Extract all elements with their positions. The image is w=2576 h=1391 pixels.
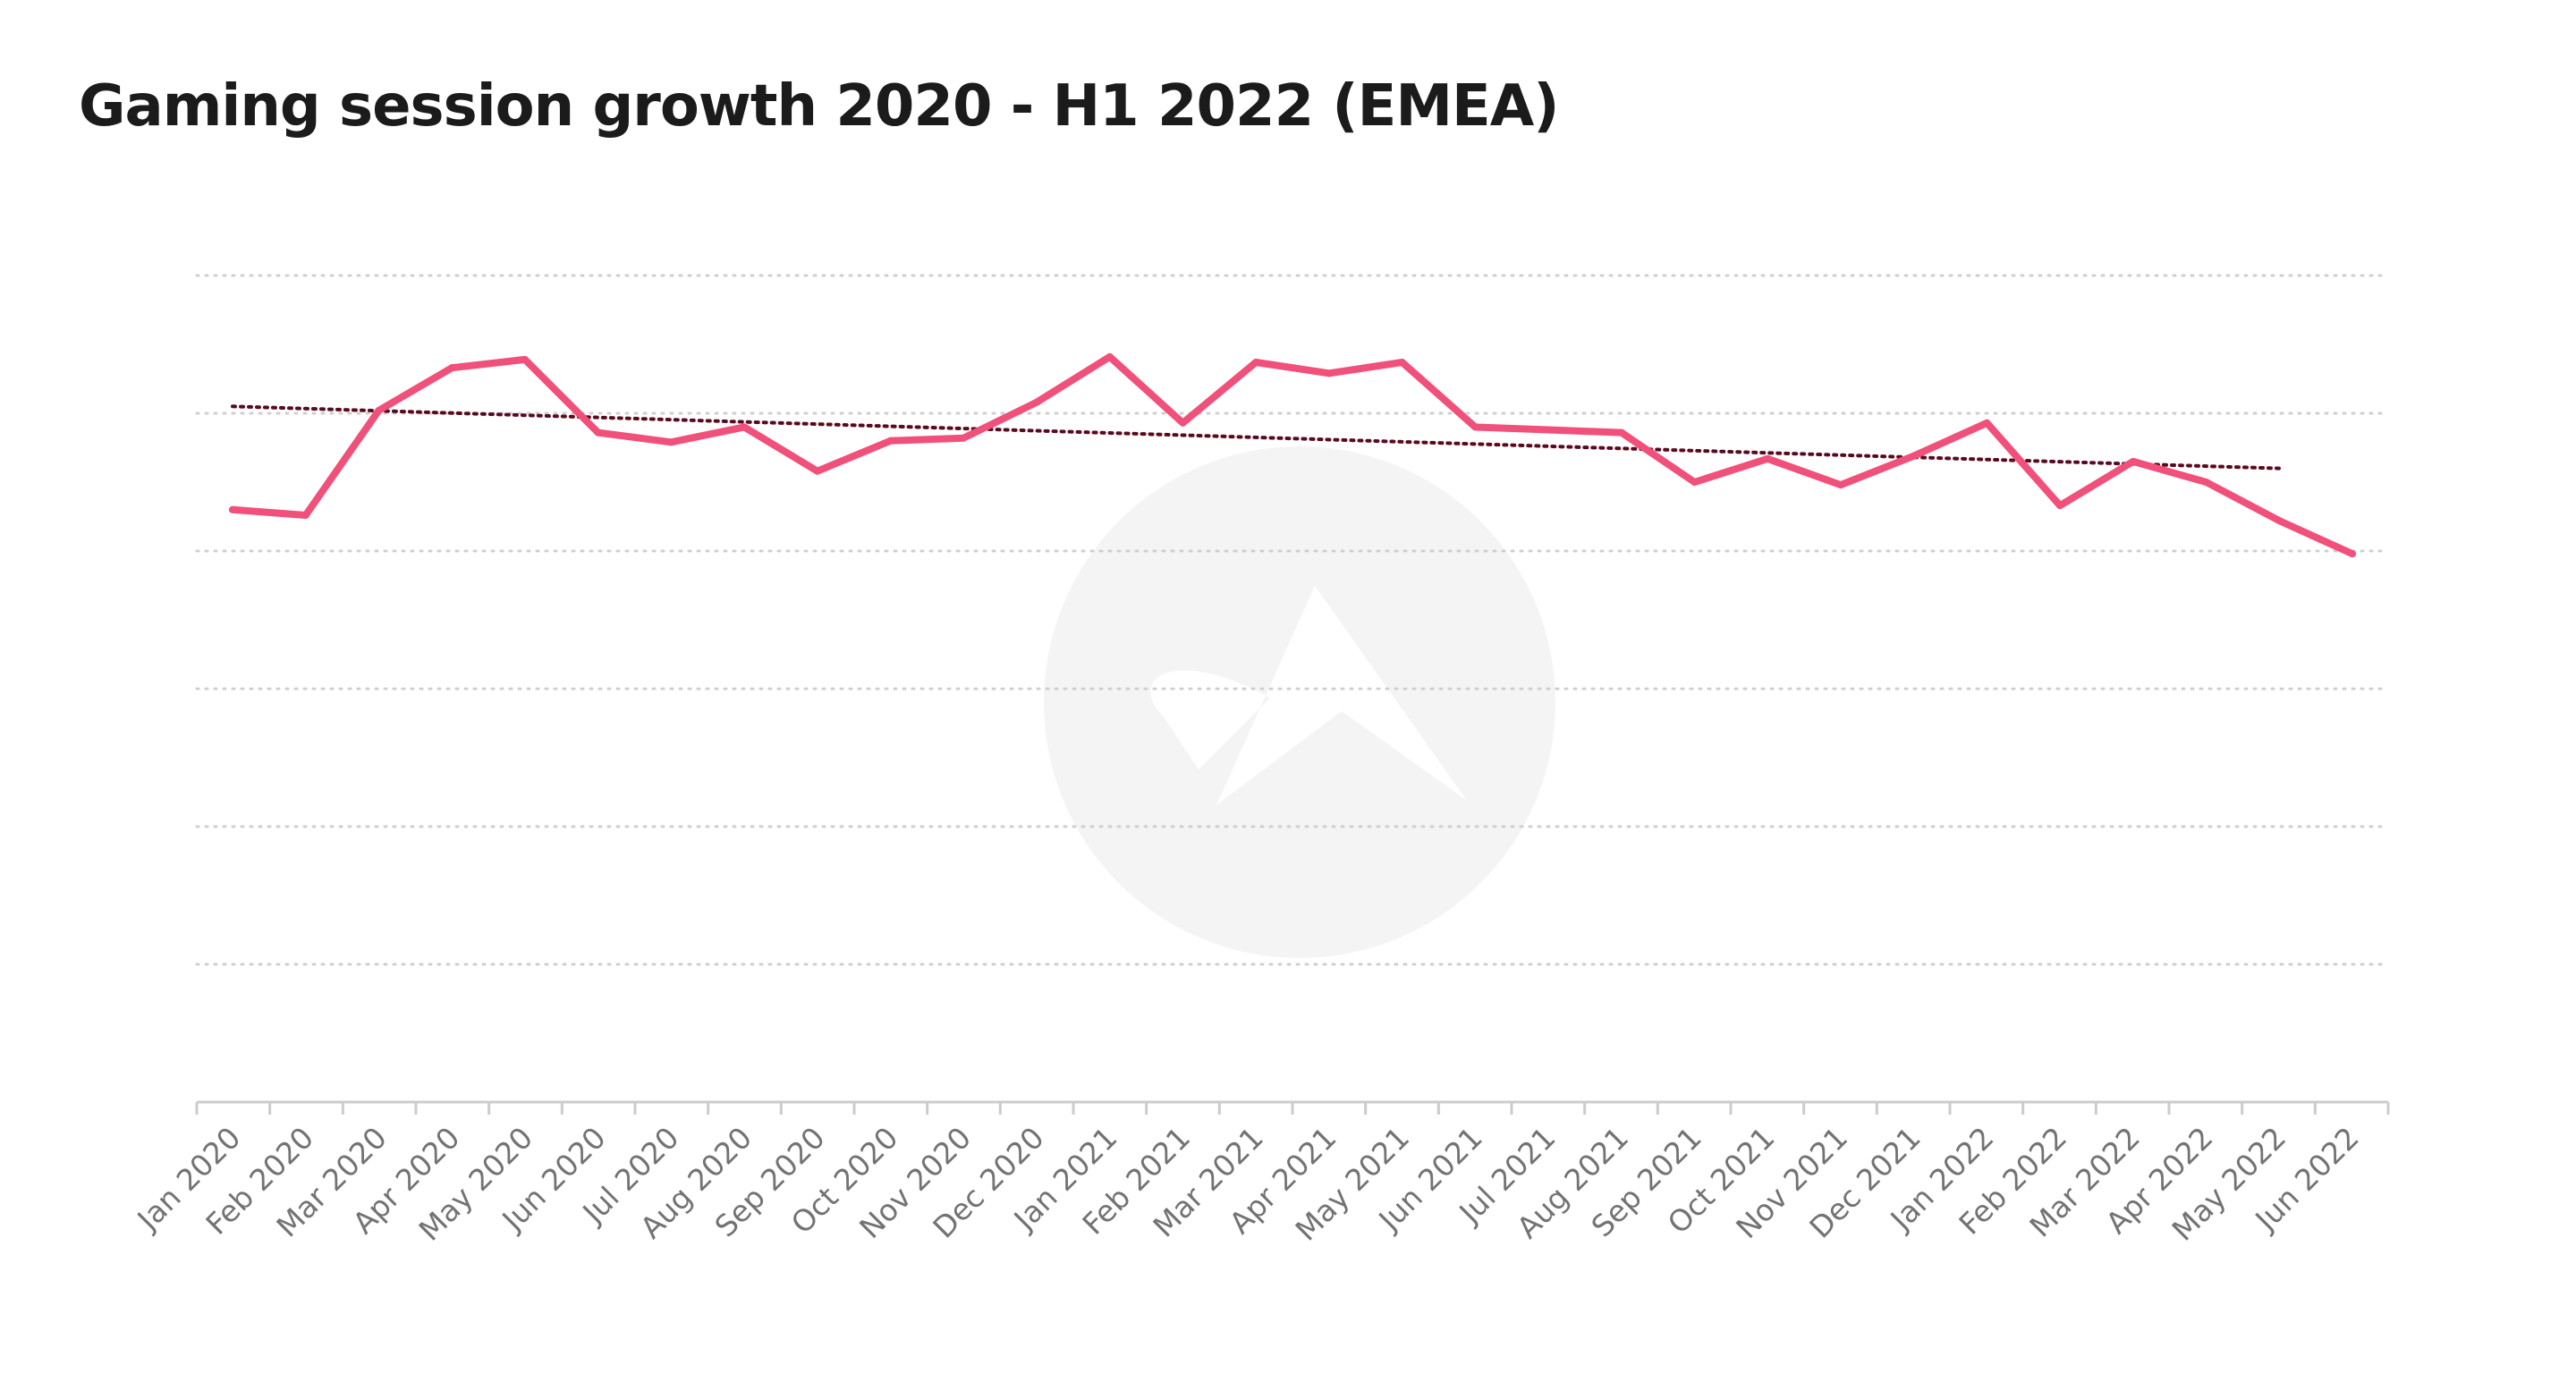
series-line — [229, 352, 2356, 558]
data-point — [1325, 369, 1333, 377]
data-point — [1690, 479, 1699, 486]
data-point — [1836, 481, 1844, 489]
data-point — [594, 428, 602, 437]
data-point — [2275, 517, 2284, 525]
data-point — [1032, 398, 1040, 406]
x-axis — [195, 1100, 2390, 1115]
data-point — [813, 467, 821, 475]
data-point — [1764, 454, 1772, 462]
data-point — [1545, 426, 1553, 434]
data-point — [1983, 419, 1991, 427]
data-point — [1252, 359, 1260, 367]
data-point — [1179, 419, 1187, 427]
data-point — [2202, 479, 2210, 486]
data-point — [448, 364, 456, 372]
data-point — [2349, 550, 2356, 558]
series-layer — [229, 352, 2356, 558]
data-point — [1910, 452, 1918, 460]
trendline-layer — [231, 404, 2282, 471]
data-point — [1106, 352, 1114, 360]
data-point — [375, 406, 383, 414]
logo-watermark-icon — [1044, 446, 1555, 958]
data-point — [960, 434, 968, 442]
trendline — [231, 404, 2282, 471]
data-point — [229, 505, 236, 513]
data-point — [667, 438, 675, 446]
data-point — [741, 423, 749, 431]
data-point — [521, 355, 529, 363]
data-point — [886, 437, 894, 445]
data-point — [1471, 423, 1479, 431]
chart-title: Gaming session growth 2020 - H1 2022 (EM… — [79, 73, 1560, 140]
gridlines — [195, 274, 2390, 966]
data-point — [1617, 428, 1625, 437]
data-point — [2056, 502, 2064, 510]
data-point — [1398, 359, 1406, 367]
data-point — [301, 511, 309, 519]
data-point — [2129, 457, 2137, 465]
